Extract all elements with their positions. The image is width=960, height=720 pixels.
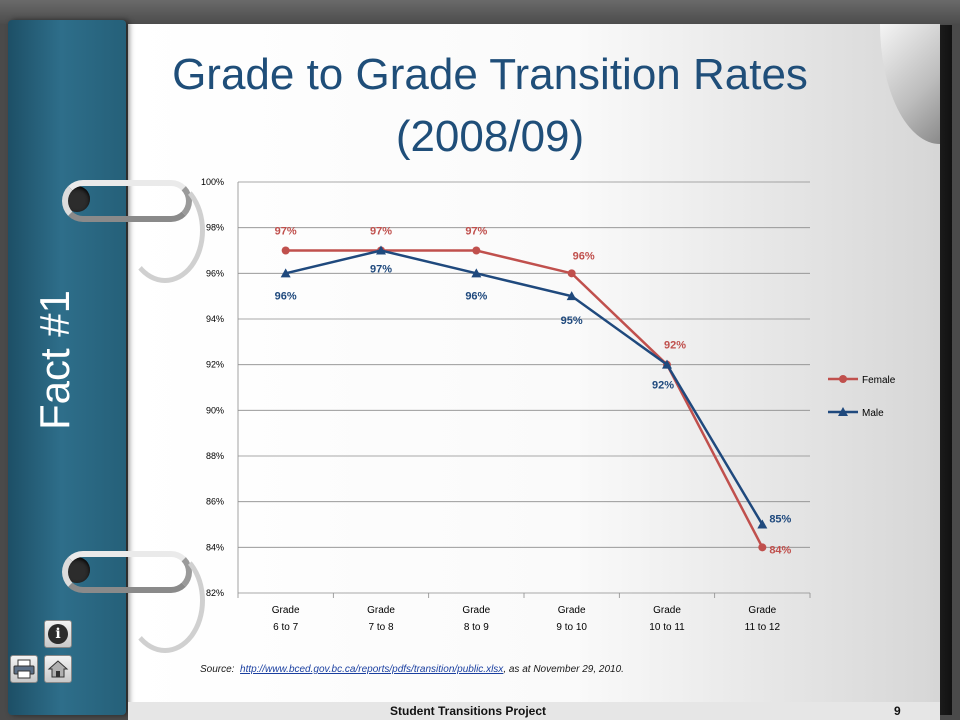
x-tick-label: Grade	[367, 605, 395, 616]
y-tick-label: 96%	[206, 268, 224, 278]
y-tick-label: 94%	[206, 314, 224, 324]
source-note: Source: http://www.bced.gov.bc.ca/report…	[200, 664, 624, 675]
x-tick-label: 11 to 12	[745, 622, 781, 633]
y-tick-label: 92%	[206, 360, 224, 370]
slide-title-line2: (2008/09)	[395, 112, 585, 161]
info-icon: i	[48, 624, 68, 644]
side-cover	[8, 20, 126, 715]
data-point-male	[376, 245, 386, 255]
source-link[interactable]: http://www.bced.gov.bc.ca/reports/pdfs/t…	[240, 664, 504, 675]
data-point-male	[566, 291, 577, 301]
y-tick-label: 86%	[206, 497, 224, 507]
background-top	[0, 0, 960, 24]
y-tick-label: 88%	[206, 451, 224, 461]
data-point-female	[281, 246, 290, 255]
x-tick-label: 7 to 8	[368, 622, 393, 633]
legend-label: Male	[862, 408, 884, 419]
data-label-female: 97%	[465, 226, 487, 238]
data-label-female: 96%	[573, 250, 595, 262]
x-tick-label: Grade	[272, 605, 300, 616]
data-label-female: 84%	[769, 544, 791, 556]
x-tick-label: Grade	[748, 605, 776, 616]
footer-bar	[128, 702, 940, 720]
y-tick-label: 98%	[206, 223, 224, 233]
binder-ring-top-arc	[125, 178, 205, 283]
slide-title: Grade to Grade Transition Rates (2008/09…	[140, 44, 840, 168]
data-point-female	[758, 543, 767, 552]
data-point-female	[472, 246, 481, 255]
y-tick-label: 100%	[201, 177, 224, 187]
data-label-male: 96%	[465, 290, 487, 302]
data-label-male: 92%	[652, 380, 674, 392]
print-button[interactable]	[10, 655, 38, 683]
home-icon	[47, 660, 69, 678]
data-point-male	[280, 268, 291, 278]
legend-marker-female	[839, 375, 847, 383]
source-prefix: Source:	[200, 664, 235, 675]
home-button[interactable]	[44, 655, 72, 683]
y-tick-label: 84%	[206, 542, 224, 552]
legend-label: Female	[862, 375, 896, 386]
data-label-female: 92%	[664, 340, 686, 352]
y-tick-label: 90%	[206, 405, 224, 415]
slide-page	[128, 24, 940, 704]
series-line-male	[285, 249, 764, 526]
data-label-male: 97%	[370, 264, 392, 276]
footer-title: Student Transitions Project	[390, 704, 547, 718]
data-point-male	[662, 359, 672, 369]
data-label-female: 97%	[275, 226, 297, 238]
data-point-male	[471, 268, 482, 278]
slide-title-line1: Grade to Grade Transition Rates	[172, 50, 808, 99]
data-label-male: 95%	[561, 315, 583, 327]
y-tick-label: 82%	[206, 588, 224, 598]
data-label-male: 85%	[769, 514, 791, 526]
legend-marker-male	[838, 407, 848, 416]
x-tick-label: 10 to 11	[649, 622, 685, 633]
x-tick-label: 6 to 7	[273, 622, 298, 633]
printer-icon	[13, 659, 35, 679]
data-point-male	[757, 519, 768, 529]
data-point-female	[567, 269, 576, 278]
info-button[interactable]: i	[44, 620, 72, 648]
data-label-male: 96%	[275, 290, 297, 302]
x-tick-label: Grade	[653, 605, 681, 616]
page-number: 9	[894, 704, 901, 718]
x-tick-label: Grade	[462, 605, 490, 616]
data-label-female: 97%	[370, 226, 392, 238]
binder-ring-bottom-arc	[125, 548, 205, 653]
source-suffix: , as at November 29, 2010.	[503, 664, 624, 675]
series-line-female	[285, 249, 764, 548]
x-tick-label: Grade	[558, 605, 586, 616]
x-tick-label: 9 to 10	[556, 622, 587, 633]
footer: Student Transitions Project 9	[128, 704, 940, 720]
x-tick-label: 8 to 9	[464, 622, 489, 633]
